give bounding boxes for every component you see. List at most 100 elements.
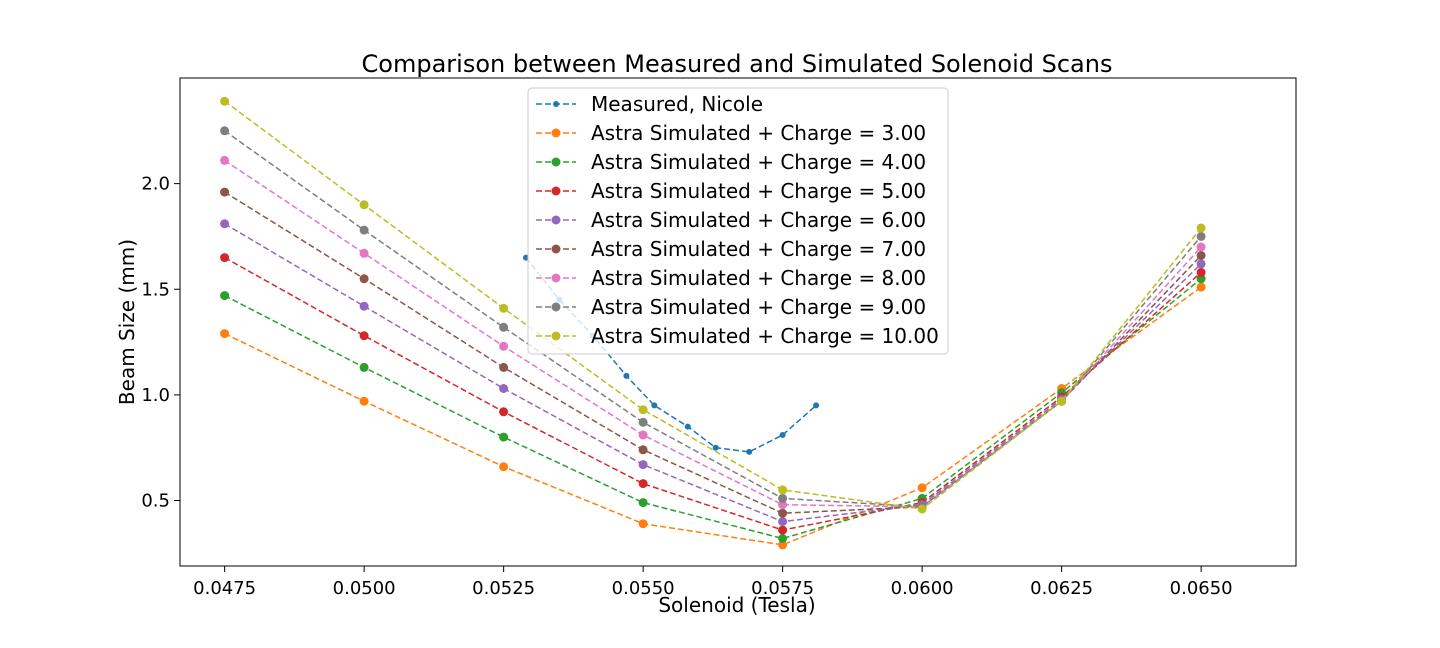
data-point <box>220 253 230 263</box>
legend-marker <box>553 101 559 107</box>
data-point <box>499 407 509 417</box>
legend-label: Astra Simulated + Charge = 5.00 <box>591 179 926 203</box>
legend-label: Astra Simulated + Charge = 4.00 <box>591 150 926 174</box>
data-point <box>813 402 820 409</box>
data-point <box>359 362 369 372</box>
chart-title: Comparison between Measured and Simulate… <box>362 50 1113 78</box>
data-point <box>499 462 509 472</box>
legend-label: Astra Simulated + Charge = 10.00 <box>591 324 939 348</box>
plot-frame <box>179 77 1297 567</box>
legend-items: Measured, Nicole Astra Simulated + Charge… <box>536 92 939 348</box>
x-tick-label: 0.0600 <box>891 578 954 599</box>
data-point <box>359 331 369 341</box>
data-point <box>220 291 230 301</box>
series-layer <box>220 96 1206 550</box>
x-tick-label: 0.0575 <box>751 578 814 599</box>
series-line <box>224 286 1202 546</box>
legend-marker <box>551 244 561 254</box>
data-point <box>499 384 509 393</box>
data-point <box>1196 242 1206 252</box>
y-tick-label: 1.0 <box>141 385 170 406</box>
data-point <box>651 402 658 409</box>
data-point <box>638 405 648 415</box>
data-point <box>499 341 509 351</box>
data-point <box>917 483 927 493</box>
y-tick-label: 1.5 <box>141 279 170 300</box>
y-axis-label: Beam Size (mm) <box>115 239 139 405</box>
data-point <box>220 126 230 136</box>
legend-label: Measured, Nicole <box>591 92 763 116</box>
legend-label: Astra Simulated + Charge = 6.00 <box>591 208 926 232</box>
legend-item: Astra Simulated + Charge = 7.00 <box>536 237 926 261</box>
data-point <box>638 460 648 470</box>
data-point <box>623 372 630 379</box>
data-point <box>778 517 788 527</box>
x-tick-label: 0.0475 <box>193 578 256 599</box>
legend-marker <box>551 331 561 341</box>
data-point <box>499 322 509 332</box>
data-point <box>778 508 788 518</box>
data-point <box>1196 274 1206 284</box>
data-point <box>499 362 509 372</box>
series-line <box>224 278 1202 540</box>
data-point <box>778 540 788 550</box>
y-axis: 0.5 1.0 1.5 2.0 <box>141 174 180 512</box>
legend-label: Astra Simulated + Charge = 9.00 <box>591 295 926 319</box>
x-axis-label: Solenoid (Tesla) <box>658 593 815 617</box>
legend-label: Astra Simulated + Charge = 3.00 <box>591 121 926 145</box>
legend-item: Measured, Nicole <box>536 92 763 116</box>
data-point <box>638 445 648 455</box>
data-point <box>917 504 927 514</box>
series-line <box>224 223 1202 523</box>
data-point <box>1196 231 1206 241</box>
legend-item: Astra Simulated + Charge = 8.00 <box>536 266 926 290</box>
data-point <box>779 432 786 438</box>
data-point <box>684 423 691 430</box>
data-point <box>1196 259 1206 269</box>
data-point <box>638 479 648 489</box>
data-point <box>359 396 369 406</box>
legend-label: Astra Simulated + Charge = 8.00 <box>591 266 926 290</box>
data-point <box>220 187 230 197</box>
legend-item: Astra Simulated + Charge = 10.00 <box>536 324 939 348</box>
data-point <box>220 155 230 165</box>
x-tick-label: 0.0500 <box>333 578 396 599</box>
legend-box <box>527 87 949 355</box>
legend-item: Astra Simulated + Charge = 6.00 <box>536 208 926 232</box>
x-tick-label: 0.0525 <box>472 578 535 599</box>
data-point <box>638 430 648 440</box>
legend-label: Astra Simulated + Charge = 7.00 <box>591 237 926 261</box>
data-point <box>778 525 788 535</box>
legend-marker <box>551 273 561 283</box>
data-point <box>499 303 509 313</box>
data-point <box>1196 223 1206 233</box>
y-tick-label: 0.5 <box>141 491 170 512</box>
legend-marker <box>551 157 561 167</box>
legend-item: Astra Simulated + Charge = 9.00 <box>536 295 926 319</box>
data-point <box>1057 396 1067 406</box>
data-point <box>638 417 648 427</box>
legend-marker <box>551 128 561 138</box>
data-point <box>1196 282 1206 292</box>
data-point <box>712 444 719 451</box>
data-point <box>359 225 369 235</box>
data-point <box>1196 251 1206 260</box>
data-point <box>746 448 753 455</box>
x-axis: 0.0475 0.0500 0.0525 0.0550 0.0575 0.0600 0.06… <box>193 566 1233 599</box>
data-point <box>499 432 509 442</box>
data-point <box>220 329 230 339</box>
data-point <box>359 301 369 311</box>
data-point <box>359 248 369 258</box>
data-point <box>638 519 648 529</box>
x-tick-label: 0.0650 <box>1170 578 1233 599</box>
series-line <box>224 256 1202 531</box>
data-point <box>778 500 788 510</box>
data-point <box>359 200 369 210</box>
legend: Measured, Nicole Astra Simulated + Charge… <box>527 87 949 355</box>
y-tick-label: 2.0 <box>141 174 170 195</box>
x-tick-label: 0.0625 <box>1030 578 1093 599</box>
series-charge-8 <box>220 96 1206 514</box>
data-point <box>220 96 230 106</box>
data-point <box>359 274 369 284</box>
